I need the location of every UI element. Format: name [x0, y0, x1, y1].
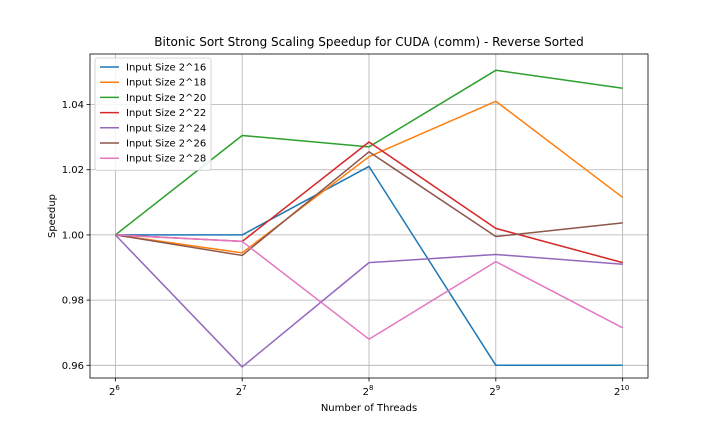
x-tick-label: 28	[363, 384, 374, 398]
legend-label: Input Size 2^24	[126, 123, 206, 134]
y-tick-label: 0.96	[62, 361, 84, 372]
legend-label: Input Size 2^26	[126, 139, 206, 150]
x-tick-label: 27	[236, 384, 247, 398]
series-line-2	[115, 100, 624, 254]
x-tick-base: 2	[236, 387, 242, 398]
y-tick-label: 1.04	[62, 100, 84, 111]
x-tick-base: 2	[489, 387, 495, 398]
legend-box	[94, 57, 212, 171]
x-tick-exponent: 7	[242, 384, 246, 392]
legend: Input Size 2^16 Input Size 2^18 Input Size…	[94, 57, 212, 171]
legend-label: Input Size 2^28	[126, 154, 206, 165]
series-line-1	[115, 165, 623, 367]
x-axis-label: Number of Threads	[321, 403, 417, 414]
x-tick-label: 26	[109, 384, 120, 398]
legend-label: Input Size 2^16	[126, 63, 206, 74]
x-tick-exponent: 10	[620, 384, 629, 392]
legend-label: Input Size 2^22	[126, 108, 206, 119]
x-tick-base: 2	[363, 387, 369, 398]
legend-label: Input Size 2^18	[126, 78, 206, 89]
y-tick-label: 0.98	[62, 296, 84, 307]
y-axis-label: Speedup	[47, 194, 58, 238]
legend-label: Input Size 2^20	[126, 93, 206, 104]
y-tick-label: 1.02	[62, 165, 84, 176]
x-tick-label: 29	[489, 384, 500, 398]
x-tick-exponent: 8	[369, 384, 373, 392]
y-tick-label: 1.00	[62, 230, 84, 241]
chart-title: Bitonic Sort Strong Scaling Speedup for …	[154, 35, 584, 49]
series-line-5	[114, 234, 623, 368]
series-line-6	[115, 151, 623, 257]
x-tick-base: 2	[614, 387, 620, 398]
x-tick-base: 2	[109, 387, 115, 398]
series-line-7	[115, 234, 623, 340]
x-tick-exponent: 6	[115, 384, 120, 392]
x-tick-label: 210	[614, 384, 629, 398]
x-tick-exponent: 9	[496, 384, 500, 392]
